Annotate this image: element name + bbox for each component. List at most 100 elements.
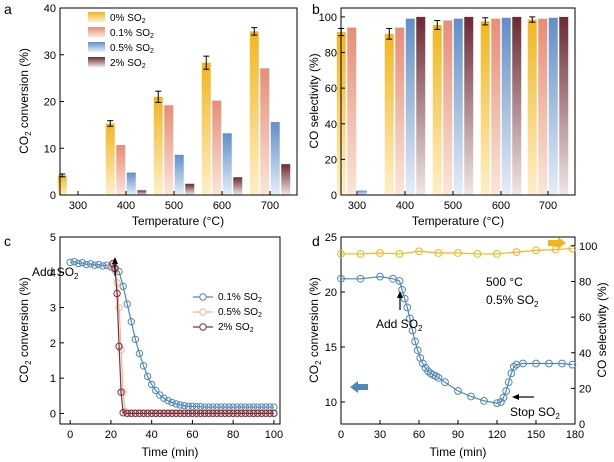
panel-c-point-s1 [115,303,123,312]
panel-b-y-axis-label: CO selectivity (%) [307,53,321,148]
panel-c-point-s2 [123,409,131,418]
panel-label-c: c [4,233,11,249]
panel-c-point-s2 [131,409,140,418]
panel-a-ytick-label: 30 [44,50,56,62]
panel-c-point-s2 [127,409,135,418]
panel-d-ytick-label: 25 [325,232,337,244]
panel-d-ytick-right-label: 0 [579,419,585,431]
legend-label-3: 2% SO2 [110,58,146,70]
panel-label-b: b [312,1,320,17]
panel-d-point-s1 [454,249,462,257]
panel-c-ytick-label: 3 [50,303,56,315]
panel-c-point-s2 [200,409,209,418]
panel-c-legend-marker-1 [199,308,207,316]
panel-c-point-s0 [180,401,188,410]
panel-c-point-s0 [139,362,148,370]
panel-c-legend-label-2: 2% SO2 [218,322,254,334]
panel-c-point-s0 [78,259,87,267]
panel-d-point-s0 [532,359,540,368]
panel-c-point-s1 [117,346,125,354]
panel-b-bar-400-s0 [384,33,394,196]
legend-label-0: 0% SO2 [110,13,146,25]
panel-d-arrow-stop [512,394,534,400]
panel-c-legend: 0.1% SO2 0.5% SO2 2% SO2 [193,292,262,334]
panel-d-point-s0 [356,274,365,283]
panel-a-ytick-label: 0 [50,190,56,202]
legend-swatch-2 [88,42,105,52]
panel-c-point-s0 [123,300,131,308]
panel-d-line-s0 [341,275,573,404]
panel-d-point-s0 [493,399,501,408]
panel-a-bar-600-s2 [222,133,232,195]
panel-d-point-s0 [395,277,404,285]
panel-b-errorbar-700 [529,16,536,23]
panel-c-point-s0 [152,386,160,395]
panel-c-frame [59,236,281,425]
panel-c-point-s2 [160,409,168,418]
panel-b-xtick-label: 600 [492,200,510,212]
panel-d-point-s1 [473,250,482,258]
panel-a-axes: 0 10 20 30 40 300 400 500 600 700 [44,3,279,212]
panel-a-xtick-label: 500 [165,200,183,212]
panel-c-point-s1 [113,279,121,287]
legend-swatch-1 [88,27,105,37]
panel-a-bar-500-s2 [174,154,184,195]
panel-d-point-s1 [376,249,384,257]
panel-b-bar-300-s2 [357,190,367,195]
panel-c-xtick-label: 40 [146,429,158,441]
panel-d-point-s1 [415,247,423,256]
panel-c-point-s2 [221,409,229,418]
panel-a-y-axis-label: CO2 conversion (%) [17,48,33,154]
panel-b-bar-400-s3 [416,16,426,196]
panel-c-point-s2 [217,409,225,418]
panel-d-point-s1 [434,249,443,257]
panel-d-y-axis-right-label: CO selectivity (%) [595,282,609,377]
panel-d-point-s0 [502,387,511,395]
panel-c-point-s2 [257,409,266,418]
panel-d-point-s0 [424,367,433,376]
panel-c-legend-label-1: 0.5% SO2 [218,307,262,319]
panel-b-bar-700-s0 [527,19,537,196]
panel-c-line-s2 [112,263,274,415]
panel-a-bar-700-s1 [260,68,270,195]
panel-c-point-s2 [156,409,164,418]
panel-b-xtick-label: 300 [348,200,366,212]
panel-b-bar-700-s3 [559,16,569,196]
panel-b-x-axis-label: Temperature (°C) [412,214,504,228]
panel-a-bar-700-s2 [270,122,280,195]
panel-a-bar-400-s0 [105,123,115,195]
panel-d-xtick-label: 150 [527,429,545,441]
panel-d-point-s0 [467,392,475,401]
panel-b-ytick-label: 100 [319,12,337,24]
panel-c-xtick-label: 100 [265,429,283,441]
panel-a-xtick-label: 600 [213,200,231,212]
panel-c-point-s1 [119,388,127,396]
panel-c-point-s0 [164,397,172,405]
panel-c-point-s2 [143,409,152,418]
panel-d-point-s0 [497,398,505,406]
panel-d-point-s0 [376,272,384,281]
panel-d-condition-so2: 0.5% SO2 [486,293,539,309]
panel-b-ytick-label: 20 [325,154,337,166]
panel-c-y-axis-label: CO2 conversion (%) [17,277,33,383]
panel-c-point-s2 [176,409,184,418]
panel-d-point-s0 [558,359,566,368]
panel-d-xtick-label: 30 [374,429,386,441]
panel-c-point-s2 [245,409,254,418]
panel-d: 0 30 60 90 120 150 180 10 15 20 25 0 20 40 60 80 100 500… [307,232,609,459]
panel-c-annotation-add: Add SO2 [32,265,79,281]
panel-d-xtick-label: 60 [413,429,425,441]
panel-d-xtick-label: 90 [452,429,464,441]
panel-a-bars [57,27,291,196]
panel-b-bar-600-s3 [512,16,522,196]
panel-b-bar-400-s2 [405,18,415,195]
panel-c-line-s0 [70,261,274,408]
panel-c-point-s0 [172,400,180,408]
panel-c-point-s0 [90,261,99,269]
panel-c-point-s2 [229,409,237,418]
panel-d-xtick-label: 180 [566,429,584,441]
panel-b-xtick-label: 700 [539,200,557,212]
panel-d-annotation-add: Add SO2 [376,317,423,333]
panel-d-ytick-right-label: 80 [579,277,591,289]
panel-d-point-s1 [512,248,521,257]
